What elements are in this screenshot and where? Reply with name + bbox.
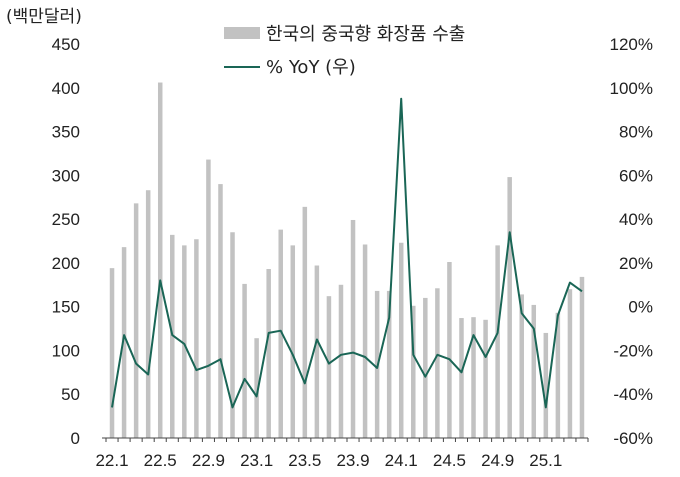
export-bar <box>326 296 332 438</box>
right-y-tick-label: 80% <box>619 123 653 142</box>
right-y-tick-label: 0% <box>628 298 653 317</box>
yoy-line-path <box>111 97 583 409</box>
export-bars <box>109 82 585 438</box>
x-tick-label: 24.5 <box>433 451 466 470</box>
export-bar <box>507 177 512 438</box>
right-y-tick-label: 100% <box>610 79 653 98</box>
export-bar <box>242 283 247 438</box>
export-bar <box>218 184 223 438</box>
export-bar <box>206 159 211 438</box>
export-bar <box>411 305 416 438</box>
export-bar <box>194 239 199 438</box>
export-bar <box>483 319 488 438</box>
export-bar <box>543 332 549 438</box>
x-tick-label: 23.9 <box>336 451 369 470</box>
right-y-tick-label: -60% <box>613 429 653 448</box>
export-bar <box>447 262 452 438</box>
export-bar <box>266 269 271 438</box>
left-y-tick-label: 250 <box>52 210 80 229</box>
left-y-tick-label: 100 <box>52 341 80 360</box>
export-bar <box>386 290 392 438</box>
export-bar <box>423 297 428 438</box>
export-bar <box>435 288 440 438</box>
export-bar <box>133 203 139 438</box>
export-bar <box>290 245 296 438</box>
left-y-tick-label: 400 <box>52 79 80 98</box>
left-y-tick-label: 350 <box>52 123 80 142</box>
export-bar <box>121 247 127 438</box>
export-bar <box>182 245 187 438</box>
export-bar <box>314 265 320 438</box>
x-tick-label: 24.1 <box>385 451 418 470</box>
export-bar <box>302 206 308 438</box>
export-bar <box>459 318 464 438</box>
export-bar <box>555 312 561 438</box>
right-y-tick-label: -20% <box>613 341 653 360</box>
export-bar <box>519 294 524 438</box>
legend-bar-swatch <box>224 27 260 39</box>
left-y-tick-label: 450 <box>52 35 80 54</box>
yoy-line <box>111 97 583 409</box>
export-bar <box>471 317 476 438</box>
x-tick-label: 23.1 <box>240 451 273 470</box>
x-tick-label: 22.5 <box>144 451 177 470</box>
export-bar <box>495 245 500 438</box>
export-bar <box>350 219 356 438</box>
x-tick-label: 24.9 <box>481 451 514 470</box>
left-y-tick-label: 0 <box>71 429 80 448</box>
left-y-axis: 0 50 100 150 200 250 300 350 400 450 <box>52 35 80 448</box>
right-y-axis: -60% -40% -20% 0% 20% 40% 60% 80% 100% 120% <box>610 35 653 448</box>
export-bar <box>254 338 259 438</box>
export-bar <box>157 82 163 438</box>
x-tick-label: 25.1 <box>529 451 562 470</box>
export-bar <box>109 268 115 438</box>
export-bar <box>398 242 404 438</box>
left-axis-unit-label: (백만달러) <box>6 7 82 27</box>
legend-bar-label: 한국의 중국향 화장품 수출 <box>266 24 465 45</box>
export-bar <box>338 284 344 438</box>
legend: 한국의 중국향 화장품 수출 % YoY (우) <box>224 24 465 78</box>
x-tick-label: 23.5 <box>288 451 321 470</box>
x-tick-label: 22.1 <box>95 451 128 470</box>
left-y-tick-label: 150 <box>52 298 80 317</box>
x-axis: 22.1 22.5 22.9 23.1 23.5 23.9 24.1 24.5 24.9 25.1 <box>95 437 589 470</box>
export-bar <box>170 234 175 438</box>
left-y-tick-label: 300 <box>52 166 80 185</box>
export-bar <box>567 289 573 438</box>
legend-line-label: % YoY (우) <box>266 57 356 78</box>
left-y-tick-label: 200 <box>52 254 80 273</box>
right-y-tick-label: 120% <box>610 35 653 54</box>
export-bar <box>145 190 151 438</box>
export-bar <box>278 229 283 438</box>
right-y-tick-label: 20% <box>619 254 653 273</box>
export-bar <box>362 244 368 438</box>
export-bar <box>230 232 235 438</box>
export-bar <box>531 304 537 438</box>
right-y-tick-label: -40% <box>613 385 653 404</box>
left-y-tick-label: 50 <box>61 385 80 404</box>
export-bar <box>579 276 585 438</box>
right-y-tick-label: 60% <box>619 166 653 185</box>
right-y-tick-label: 40% <box>619 210 653 229</box>
x-tick-label: 22.9 <box>192 451 225 470</box>
